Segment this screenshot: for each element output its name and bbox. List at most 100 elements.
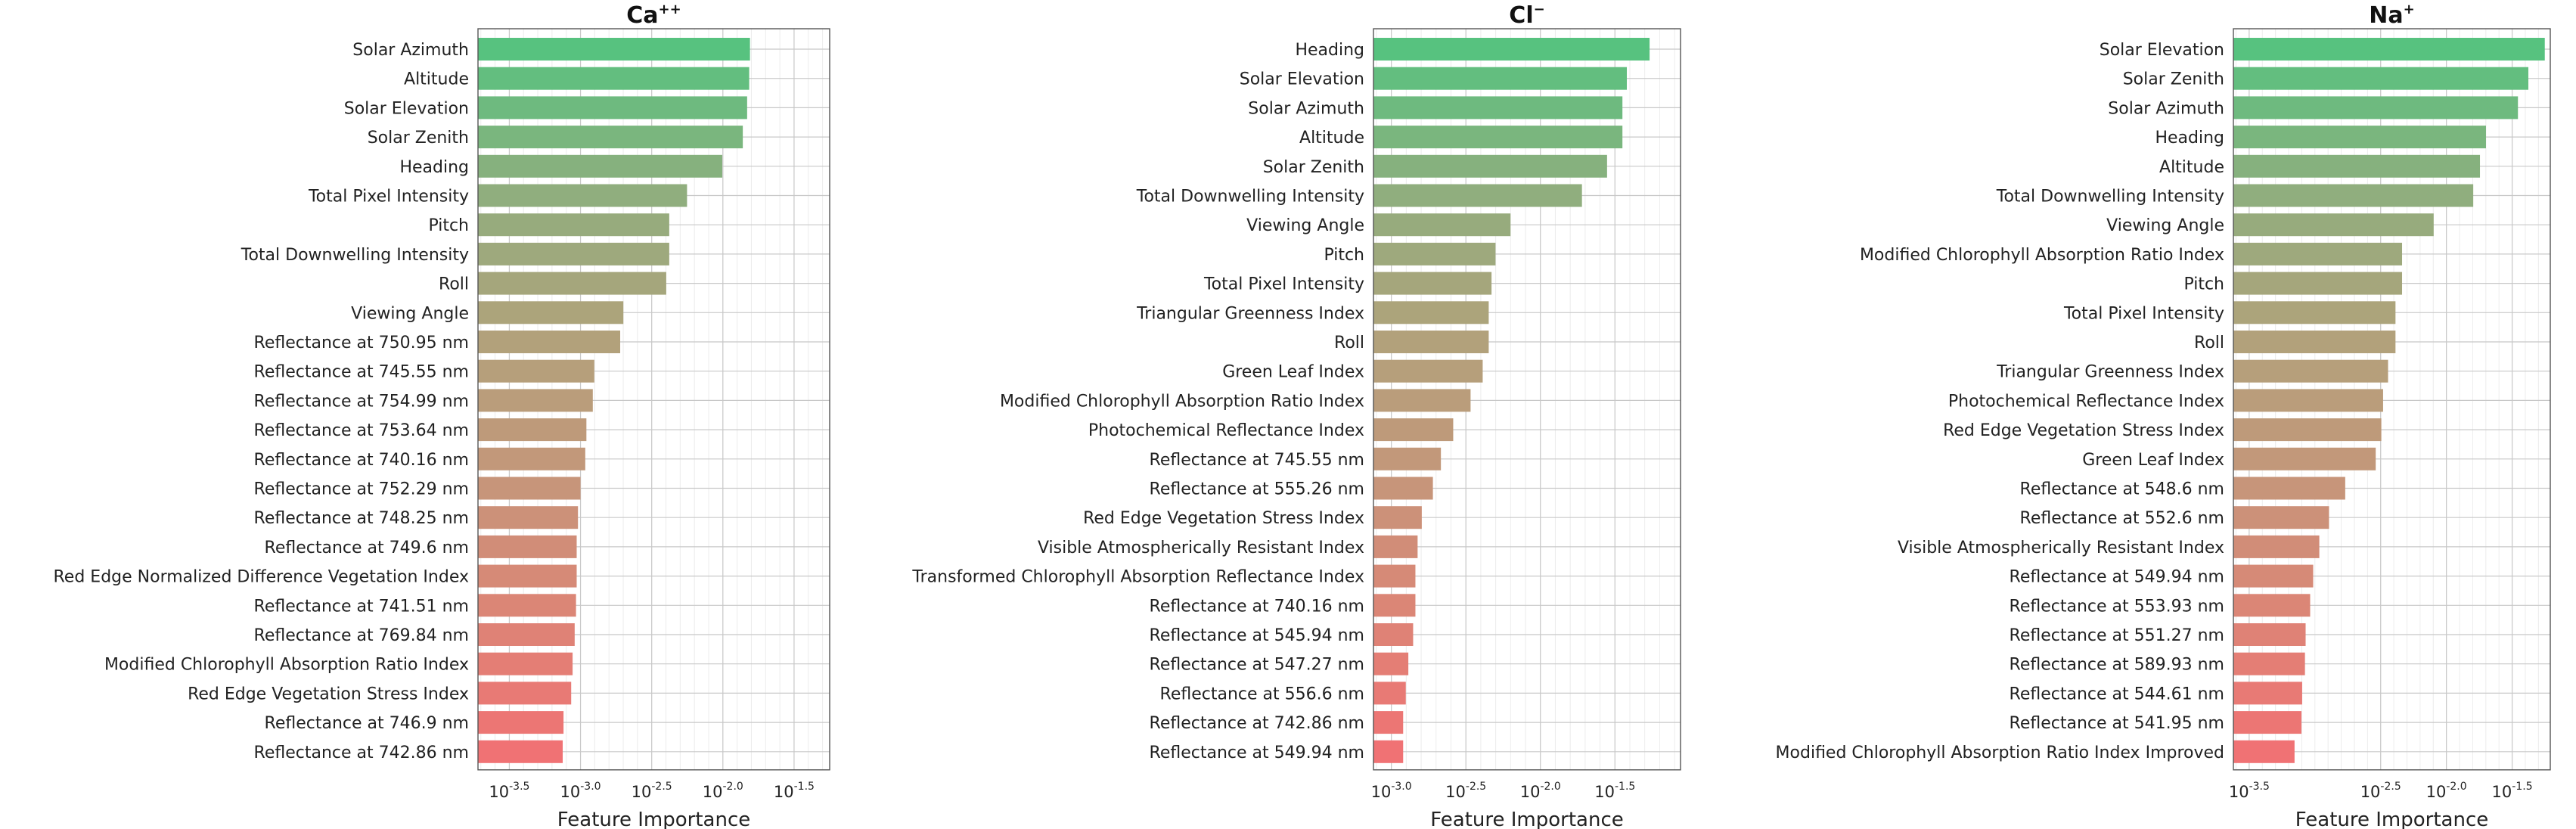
category-label: Solar Elevation — [344, 99, 469, 118]
x-tick-label: 10-3.5 — [489, 781, 529, 801]
x-tick-exponent: -1.5 — [794, 781, 815, 793]
bar — [2233, 711, 2301, 734]
category-label: Red Edge Vegetation Stress Index — [1083, 509, 1364, 528]
category-label: Reflectance at 549.94 nm — [2010, 568, 2224, 587]
bar — [478, 213, 669, 237]
bar — [1373, 38, 1650, 61]
bar — [478, 184, 687, 207]
x-tick-exponent: -2.5 — [1466, 781, 1486, 793]
bar — [2233, 67, 2529, 90]
category-label: Reflectance at 740.16 nm — [254, 451, 469, 470]
bar — [478, 331, 621, 353]
bar — [2233, 564, 2314, 588]
bar — [478, 506, 579, 529]
category-label: Total Pixel Intensity — [1203, 275, 1364, 294]
bar — [1373, 126, 1623, 149]
bar — [2233, 301, 2396, 324]
category-label: Viewing Angle — [351, 304, 469, 323]
category-label: Pitch — [2183, 275, 2224, 294]
category-label: Reflectance at 541.95 nm — [2010, 714, 2224, 733]
category-label: Total Pixel Intensity — [2063, 304, 2224, 323]
bar — [478, 711, 564, 734]
panel-title-superscript: − — [1534, 2, 1545, 17]
bar — [2233, 623, 2306, 646]
bar — [2233, 418, 2382, 442]
category-label: Reflectance at 745.55 nm — [254, 363, 469, 382]
category-label: Photochemical Reflectance Index — [1088, 421, 1364, 440]
category-label: Visible Atmospherically Resistant Index — [1038, 539, 1364, 557]
bar — [1373, 359, 1483, 383]
category-label: Reflectance at 552.6 nm — [2020, 509, 2224, 528]
category-label: Red Edge Normalized Difference Vegetatio… — [54, 568, 470, 587]
category-label: Photochemical Reflectance Index — [1948, 392, 2224, 411]
category-label: Solar Elevation — [1240, 70, 1364, 89]
category-label: Reflectance at 742.86 nm — [254, 744, 469, 762]
x-tick-label: 10-3.5 — [2229, 781, 2270, 801]
x-tick-exponent: -2.5 — [651, 781, 672, 793]
panel-3: Solar Elevation Solar Zenith Solar Azimuth… — [1776, 2, 2551, 829]
category-label: Solar Elevation — [2100, 41, 2224, 60]
bar — [1373, 506, 1422, 529]
bar — [478, 623, 575, 646]
category-label: Modified Chlorophyll Absorption Ratio In… — [104, 656, 469, 675]
bar — [478, 447, 585, 470]
category-label: Pitch — [1324, 246, 1364, 265]
category-label: Reflectance at 545.94 nm — [1150, 626, 1364, 645]
category-label: Altitude — [2159, 158, 2224, 177]
category-label: Reflectance at 556.6 nm — [1160, 685, 1364, 703]
bar — [1373, 711, 1404, 734]
panel-1: Solar Azimuth Altitude Solar Elevation Sola… — [54, 2, 830, 829]
bar — [2233, 359, 2388, 383]
x-axis-label: Feature Importance — [2295, 809, 2489, 829]
category-label: Triangular Greenness Index — [1996, 363, 2224, 382]
bar — [2233, 126, 2486, 149]
x-tick-exponent: -3.0 — [580, 781, 601, 793]
bar — [2233, 272, 2403, 295]
category-label: Red Edge Vegetation Stress Index — [188, 685, 469, 703]
bar — [2233, 38, 2545, 61]
category-label: Reflectance at 551.27 nm — [2010, 626, 2224, 645]
panel-title: Cl− — [1509, 2, 1544, 29]
bar — [478, 594, 576, 617]
bar — [2233, 535, 2320, 558]
bar — [478, 126, 743, 149]
x-tick-exponent: -3.0 — [1391, 781, 1411, 793]
category-label: Reflectance at 544.61 nm — [2010, 685, 2224, 703]
bar — [1373, 96, 1623, 120]
category-label: Solar Azimuth — [2108, 99, 2224, 118]
category-label: Total Downwelling Intensity — [1136, 188, 1364, 206]
bar — [1373, 535, 1418, 558]
bar — [478, 67, 750, 90]
category-label: Solar Azimuth — [352, 41, 469, 60]
panel-2: Heading Solar Elevation Solar Azimuth Altit… — [911, 2, 1681, 829]
category-label: Solar Zenith — [2123, 70, 2224, 89]
category-label: Red Edge Vegetation Stress Index — [1943, 421, 2224, 440]
panel-title-superscript: + — [2404, 2, 2415, 17]
bar — [1373, 740, 1404, 763]
category-label: Green Leaf Index — [2082, 451, 2224, 470]
category-label: Pitch — [428, 216, 469, 235]
category-label: Reflectance at 749.6 nm — [265, 539, 469, 557]
category-label: Green Leaf Index — [1222, 363, 1364, 382]
category-label: Reflectance at 753.64 nm — [254, 421, 469, 440]
category-label: Reflectance at 748.25 nm — [254, 509, 469, 528]
x-tick-label: 10-2.5 — [1445, 781, 1486, 801]
category-label: Reflectance at 745.55 nm — [1150, 451, 1364, 470]
bar — [1373, 477, 1433, 500]
bar — [1373, 389, 1471, 412]
category-label: Reflectance at 741.51 nm — [254, 597, 469, 616]
bar — [1373, 184, 1582, 207]
category-label: Total Downwelling Intensity — [241, 246, 469, 265]
bar — [478, 359, 594, 383]
category-label: Reflectance at 549.94 nm — [1150, 744, 1364, 762]
bar — [1373, 154, 1607, 178]
plot-frame — [1373, 28, 1681, 771]
x-tick-exponent: -1.5 — [1615, 781, 1635, 793]
x-tick-label: 10-3.0 — [560, 781, 601, 801]
bar — [478, 740, 563, 763]
plot-frame — [2233, 28, 2551, 771]
bar — [1373, 272, 1492, 295]
bar — [2233, 96, 2519, 120]
x-tick-label: 10-3.0 — [1371, 781, 1412, 801]
